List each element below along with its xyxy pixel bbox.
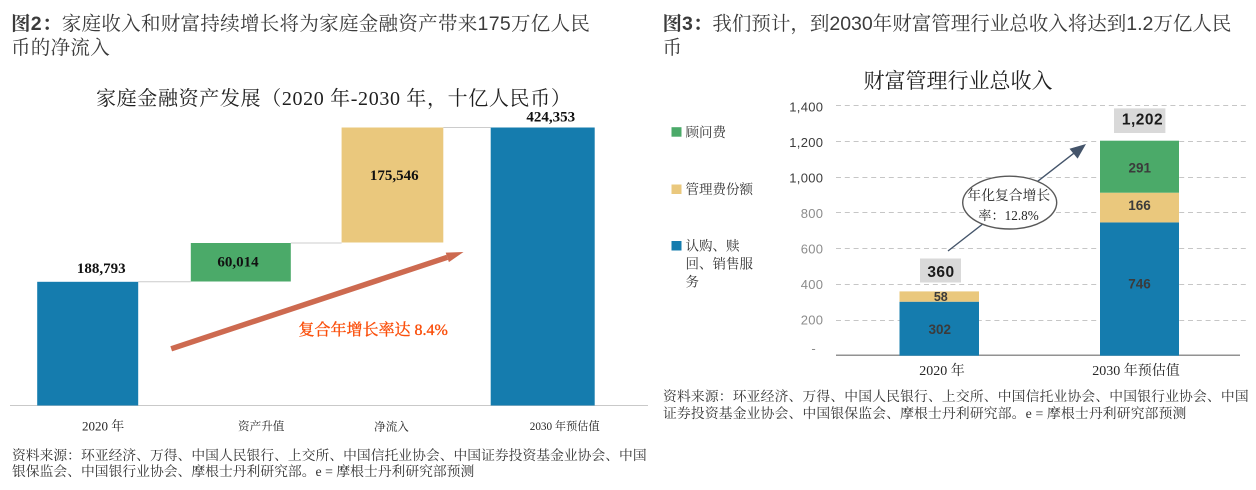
svg-text:188,793: 188,793: [77, 261, 126, 277]
svg-text:1,200: 1,200: [789, 135, 823, 150]
svg-text:复合年增长率达 8.4%: 复合年增长率达 8.4%: [299, 320, 448, 339]
svg-text:175,546: 175,546: [370, 168, 419, 184]
svg-text:财富管理行业总收入: 财富管理行业总收入: [864, 69, 1053, 93]
svg-text:166: 166: [1128, 198, 1151, 213]
svg-text:60,014: 60,014: [217, 255, 259, 271]
svg-text:-: -: [811, 341, 816, 356]
svg-text:1,000: 1,000: [789, 170, 823, 185]
svg-text:资产升值: 资产升值: [238, 419, 285, 433]
svg-text:800: 800: [801, 206, 824, 221]
svg-text:200: 200: [801, 313, 824, 328]
svg-text:360: 360: [927, 264, 954, 281]
svg-text:净流入: 净流入: [374, 420, 409, 434]
svg-text:424,353: 424,353: [526, 109, 575, 125]
svg-text:1,400: 1,400: [789, 99, 823, 114]
svg-text:400: 400: [801, 277, 824, 292]
svg-text:2020 年: 2020 年: [919, 362, 965, 379]
svg-text:管理费份额: 管理费份额: [686, 181, 754, 197]
svg-text:家庭金融资产发展（2020 年-2030 年，十亿人民币）: 家庭金融资产发展（2020 年-2030 年，十亿人民币）: [96, 87, 572, 110]
svg-text:746: 746: [1128, 276, 1151, 291]
svg-text:600: 600: [801, 242, 824, 257]
svg-text:回、销售服: 回、销售服: [686, 256, 754, 272]
svg-text:率：12.8%: 率：12.8%: [978, 208, 1038, 223]
svg-text:58: 58: [934, 290, 948, 304]
svg-text:2030 年预估值: 2030 年预估值: [530, 419, 600, 433]
svg-text:务: 务: [686, 275, 700, 290]
svg-text:302: 302: [929, 322, 952, 337]
svg-text:291: 291: [1129, 160, 1152, 175]
svg-text:2020 年: 2020 年: [82, 419, 124, 434]
svg-text:认购、赎: 认购、赎: [686, 238, 740, 254]
svg-text:顾问费: 顾问费: [686, 124, 727, 140]
svg-text:年化复合增长: 年化复合增长: [967, 187, 1050, 203]
svg-text:1,202: 1,202: [1122, 111, 1163, 128]
svg-text:2030 年预估值: 2030 年预估值: [1092, 362, 1180, 379]
